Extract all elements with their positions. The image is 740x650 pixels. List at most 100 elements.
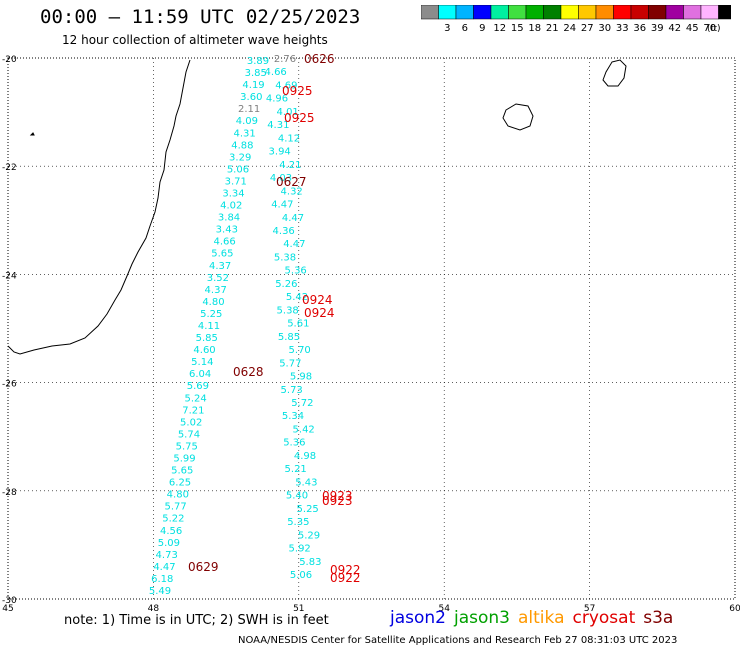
swh-value-b: 5.42	[293, 424, 315, 435]
swh-value-b: 5.40	[286, 491, 308, 502]
swh-value-b: 5.42	[286, 292, 308, 303]
swh-value-a: 5.99	[173, 454, 195, 465]
lat-tick-label: -26	[2, 380, 17, 390]
swh-value-a: 4.37	[209, 261, 231, 272]
swh-value-a: 7.21	[182, 405, 204, 416]
lon-tick-label: 60	[729, 604, 740, 614]
swh-value-a: 4.56	[160, 526, 182, 537]
colorbar-tick-label: 45	[686, 23, 699, 34]
swh-value-a: 3.34	[222, 189, 244, 200]
colorbar-tick-label: 15	[511, 23, 524, 34]
swh-value-b: 5.85	[278, 332, 300, 343]
lat-tick-label: -30	[2, 596, 17, 606]
swh-value-a: 5.69	[187, 381, 209, 392]
swh-value-a: 4.73	[156, 550, 178, 561]
swh-value-b: 3.94	[269, 147, 291, 158]
units-note: note: 1) Time is in UTC; 2) SWH is in fe…	[64, 613, 329, 628]
track-a-values: 3.893.854.193.602.114.094.314.883.295.06…	[149, 56, 269, 597]
swh-value-b: 5.25	[297, 504, 319, 515]
lon-tick-label: 57	[584, 604, 595, 614]
swh-value-a: 3.84	[218, 213, 240, 224]
lon-tick-label: 48	[148, 604, 160, 614]
swh-value-b: 5.21	[285, 464, 307, 475]
swh-value-b: 4.47	[282, 213, 304, 224]
swh-value-a: 4.19	[242, 80, 264, 91]
swh-value-a: 3.89	[247, 56, 269, 67]
swh-value-a: 4.02	[220, 201, 242, 212]
swh-value-a: 5.24	[185, 393, 207, 404]
time-label: 0628	[233, 365, 264, 379]
satellite-legend: jason2 jason3 altika cryosat s3a	[390, 608, 681, 628]
swh-value-a: 5.85	[196, 333, 218, 344]
colorbar-tick-label: 3	[444, 23, 450, 34]
swh-value-b: 4.98	[294, 451, 316, 462]
lon-tick-label: 45	[2, 604, 13, 614]
swh-value-a: 5.77	[164, 502, 186, 513]
swh-value-a: 4.11	[198, 321, 220, 332]
track-b-values: 2.76 4.66 4.69 4.96 4.01 4.31 4.12 3.94 4.21 4.03…	[265, 54, 322, 581]
swh-value-b: 5.73	[281, 385, 303, 396]
colorbar-tick-label: 33	[616, 23, 629, 34]
swh-value-a: 5.74	[178, 429, 200, 440]
swh-value-b: 4.96	[266, 94, 288, 105]
plot-frame	[7, 57, 736, 600]
swh-value-b: 5.38	[277, 305, 299, 316]
swh-value-b: 5.29	[298, 530, 320, 541]
swh-value-a: 3.29	[229, 152, 251, 163]
swh-value-b: 4.21	[279, 160, 301, 171]
swh-value-a: 4.60	[193, 345, 215, 356]
swh-value-a: 3.43	[216, 225, 238, 236]
time-label: 0924	[302, 293, 333, 307]
swh-value-b: 5.06	[290, 570, 312, 581]
swh-value-a: 4.80	[202, 297, 224, 308]
swh-value-b: 5.36	[283, 438, 305, 449]
time-label: 0922	[330, 571, 361, 585]
swh-value-b: 2.76	[274, 54, 296, 65]
swh-value-a: 2.11	[238, 104, 260, 115]
swh-value-b: 5.34	[282, 411, 304, 422]
swh-value-a: 5.25	[200, 309, 222, 320]
swh-value-a: 5.02	[180, 417, 202, 428]
swh-value-b: 5.92	[289, 544, 311, 555]
swh-value-a: 5.65	[211, 249, 233, 260]
swh-value-a: 4.47	[153, 562, 175, 573]
colorbar-tick-label: 70	[703, 23, 716, 34]
time-label: 0626	[304, 52, 335, 66]
swh-value-b: 5.43	[295, 477, 317, 488]
time-label: 0629	[188, 560, 219, 574]
lat-tick-label: -24	[2, 271, 17, 281]
swh-value-a: 4.66	[213, 237, 235, 248]
reunion-island	[502, 103, 534, 131]
swh-value-b: 4.32	[281, 186, 303, 197]
lat-tick-label: -22	[2, 163, 17, 173]
madagascar-coastline	[7, 59, 191, 355]
swh-value-b: 5.72	[291, 398, 313, 409]
satellite-name: jason2	[390, 608, 446, 628]
swh-value-b: 5.98	[290, 372, 312, 383]
colorbar-tick-label: 9	[479, 23, 485, 34]
satellite-name: s3a	[643, 608, 674, 628]
swh-value-a: 4.37	[205, 285, 227, 296]
colorbar-tick-label: 30	[598, 23, 611, 34]
colorbar-tick-label: 39	[651, 23, 664, 34]
swh-value-a: 6.18	[151, 574, 173, 585]
swh-value-a: 4.31	[234, 128, 256, 139]
swh-value-b: 4.36	[273, 226, 295, 237]
time-label: 0924	[304, 306, 335, 320]
map-subtitle: 12 hour collection of altimeter wave hei…	[62, 33, 328, 47]
time-label: 0923	[322, 489, 353, 503]
colorbar-tick-label: 24	[563, 23, 576, 34]
swh-value-b: 4.01	[277, 107, 299, 118]
colorbar-tick-label: 36	[633, 23, 646, 34]
colorbar-tick-label: 6	[462, 23, 468, 34]
swh-value-b: 5.36	[285, 266, 307, 277]
swh-value-b: 4.69	[275, 80, 297, 91]
swh-value-a: 4.80	[167, 490, 189, 501]
swh-value-a: 5.49	[149, 586, 171, 597]
swh-value-b: 5.38	[274, 252, 296, 263]
swh-value-a: 3.60	[240, 92, 262, 103]
swh-value-b: 5.26	[275, 279, 297, 290]
satellite-name: cryosat	[572, 608, 636, 628]
